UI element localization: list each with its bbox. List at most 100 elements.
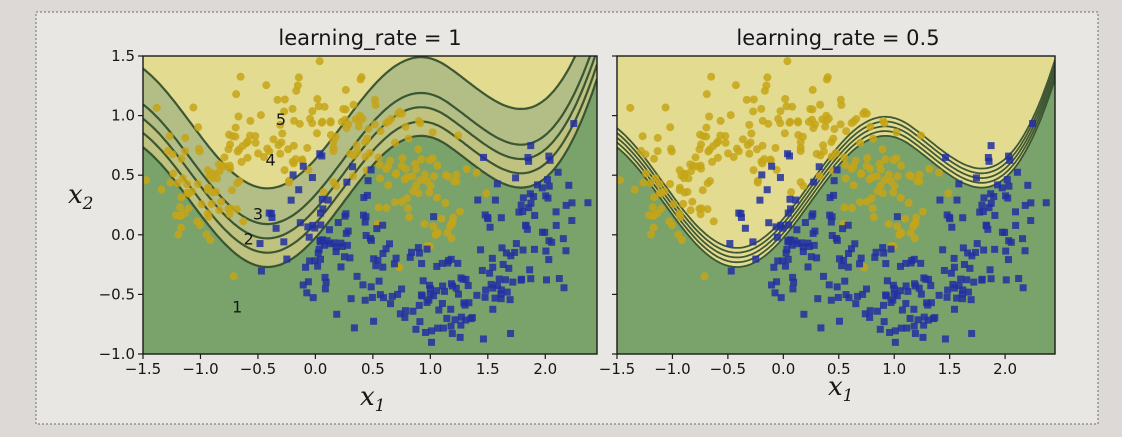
point-class-1 <box>412 325 420 333</box>
point-class-1 <box>950 254 958 262</box>
point-class-0 <box>365 148 374 157</box>
point-class-1 <box>914 316 922 324</box>
point-class-0 <box>683 187 692 196</box>
point-class-0 <box>925 164 934 173</box>
point-class-1 <box>321 273 329 281</box>
point-class-1 <box>321 241 329 249</box>
point-class-1 <box>799 248 807 256</box>
point-class-1 <box>525 204 533 212</box>
point-class-1 <box>519 194 527 202</box>
point-class-1 <box>789 273 797 281</box>
panel-right: learning_rate = 0.5 −1.5 −1.0 −0.5 0.0 0.5 1.… <box>599 26 1056 406</box>
point-class-1 <box>480 153 488 161</box>
region-class-1 <box>143 78 597 354</box>
point-class-0 <box>157 185 166 194</box>
point-class-0 <box>934 168 943 177</box>
point-class-0 <box>896 229 905 238</box>
x-tick-label: 2.0 <box>993 360 1017 378</box>
point-class-1 <box>325 226 333 234</box>
point-class-1 <box>949 280 957 288</box>
point-class-1 <box>920 313 928 321</box>
point-class-0 <box>193 180 202 189</box>
point-class-0 <box>847 203 856 212</box>
point-class-1 <box>568 217 576 225</box>
y-tick-label: −1.0 <box>99 345 135 363</box>
point-class-0 <box>709 217 718 226</box>
point-class-0 <box>666 180 675 189</box>
point-class-0 <box>209 169 218 178</box>
point-class-0 <box>225 210 234 219</box>
point-class-0 <box>702 123 711 132</box>
point-class-0 <box>401 122 410 131</box>
point-class-1 <box>570 120 578 128</box>
point-class-0 <box>799 182 808 191</box>
point-class-1 <box>497 214 505 222</box>
plot-frame-left <box>142 55 598 355</box>
point-class-0 <box>910 234 919 243</box>
point-class-0 <box>738 135 747 144</box>
point-class-0 <box>382 119 391 128</box>
point-class-0 <box>892 128 901 137</box>
point-class-0 <box>384 181 393 190</box>
point-class-1 <box>972 248 980 256</box>
point-class-1 <box>891 327 899 335</box>
point-class-1 <box>438 300 446 308</box>
point-class-1 <box>880 318 888 326</box>
point-class-1 <box>876 325 884 333</box>
point-class-0 <box>646 179 655 188</box>
x-tick-label: 0.0 <box>303 360 327 378</box>
point-class-1 <box>491 196 499 204</box>
point-class-1 <box>441 287 449 295</box>
point-class-1 <box>387 300 395 308</box>
point-class-1 <box>917 259 925 267</box>
point-class-1 <box>362 231 370 239</box>
point-class-0 <box>226 164 235 173</box>
point-class-1 <box>507 330 515 338</box>
point-class-1 <box>401 307 409 315</box>
point-class-0 <box>224 145 233 154</box>
point-class-1 <box>542 192 550 200</box>
contour-label-1: 1 <box>232 297 242 316</box>
point-class-0 <box>278 129 287 138</box>
point-class-1 <box>801 219 809 227</box>
point-class-0 <box>433 229 442 238</box>
point-class-0 <box>472 168 481 177</box>
point-class-1 <box>842 291 850 299</box>
point-class-0 <box>455 207 464 216</box>
point-class-1 <box>481 293 489 301</box>
point-class-0 <box>189 103 198 112</box>
point-class-0 <box>638 132 647 141</box>
point-class-1 <box>825 281 833 289</box>
point-class-1 <box>857 254 865 262</box>
point-class-1 <box>287 196 295 204</box>
point-class-1 <box>304 278 312 286</box>
contour-line-5 <box>143 56 577 190</box>
point-class-1 <box>872 248 880 256</box>
point-class-0 <box>704 147 713 156</box>
point-class-0 <box>217 161 226 170</box>
point-class-0 <box>836 120 845 129</box>
point-class-0 <box>420 219 429 228</box>
point-class-1 <box>817 324 825 332</box>
x-tick-label: 0.5 <box>361 360 385 378</box>
point-class-1 <box>856 260 864 268</box>
point-class-1 <box>805 242 813 250</box>
point-class-1 <box>454 290 462 298</box>
x-axis-label-right: x1 <box>828 372 854 406</box>
point-class-1 <box>979 208 987 216</box>
point-class-1 <box>363 191 371 199</box>
point-class-1 <box>552 208 560 216</box>
point-class-1 <box>272 224 280 232</box>
point-class-1 <box>538 184 546 192</box>
point-class-1 <box>925 275 933 283</box>
point-class-0 <box>647 230 656 239</box>
point-class-0 <box>263 144 272 153</box>
point-class-0 <box>896 161 905 170</box>
point-class-1 <box>866 313 874 321</box>
point-class-0 <box>292 86 301 95</box>
point-class-1 <box>815 163 823 171</box>
point-class-1 <box>337 263 345 271</box>
point-class-0 <box>702 90 711 99</box>
point-class-0 <box>352 141 361 150</box>
point-class-1 <box>841 277 849 285</box>
